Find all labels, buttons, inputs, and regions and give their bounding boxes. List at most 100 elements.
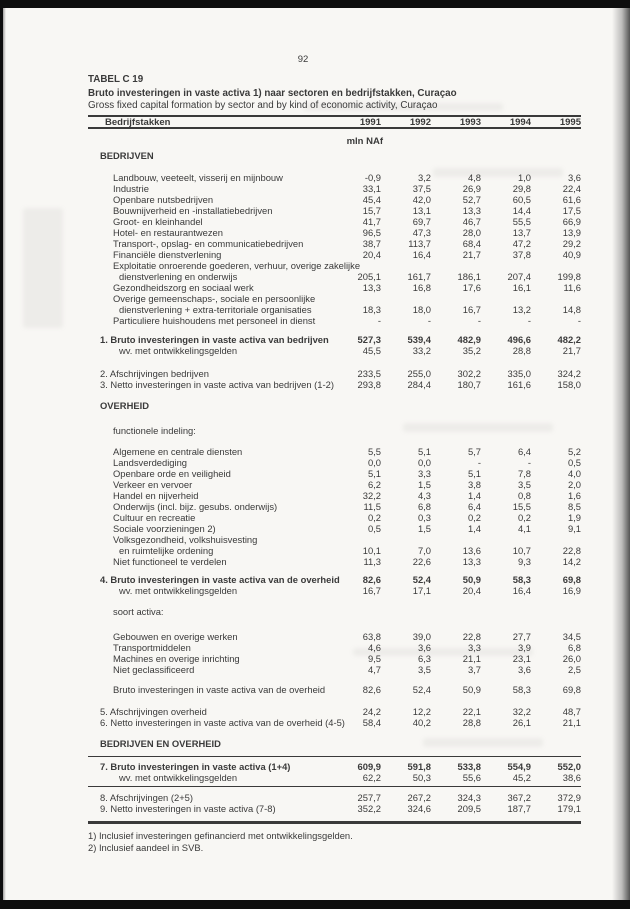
table-header-bottom-rule [88, 126, 581, 129]
cell-value: 6,2 [367, 479, 381, 490]
cell-value: 180,7 [457, 379, 481, 390]
cell-value: 32,2 [362, 490, 381, 501]
table-row: Industrie 33,1 37,5 26,9 29,8 22,4 [88, 183, 581, 194]
cell-value: 68,4 [462, 238, 481, 249]
cell-value: 0,3 [417, 512, 431, 523]
cell-value: 69,8 [562, 684, 581, 695]
cell-value: 482,2 [557, 334, 581, 345]
cell-value: 45,2 [512, 772, 531, 784]
cell-value: 15,7 [362, 205, 381, 216]
table-row: Niet functioneel te verdelen 11,3 22,6 13,3… [88, 556, 581, 567]
cell-value: 324,3 [457, 792, 481, 804]
cell-value: 52,4 [412, 684, 431, 695]
cell-label: Industrie [113, 183, 149, 194]
cell-value: 40,9 [562, 249, 581, 260]
cell-value: 28,8 [462, 717, 481, 728]
cell-value: 9,1 [567, 523, 581, 534]
cell-value: 69,7 [412, 216, 431, 227]
spacer [88, 695, 581, 706]
document-page: 92 TABEL C 19 Bruto investeringen in vas… [3, 8, 630, 900]
divider-rule [88, 821, 581, 824]
cell-value: 69,8 [562, 574, 581, 585]
cell-label: Gebouwen en overige werken [113, 631, 238, 642]
bleedthrough-smudge [433, 168, 563, 177]
cell-value: 302,2 [457, 368, 481, 379]
cell-value: 21,7 [462, 249, 481, 260]
cell-value: 26,9 [462, 183, 481, 194]
table-title-dutch: Bruto investeringen in vaste activa 1) n… [88, 88, 457, 99]
cell-value: 0,5 [567, 457, 581, 468]
cell-value: 179,1 [557, 803, 581, 815]
cell-value: 0,2 [367, 512, 381, 523]
spacer [88, 749, 581, 756]
spacer [88, 728, 581, 738]
cell-label: Niet geclassificeerd [113, 664, 195, 675]
cell-value: 158,0 [557, 379, 581, 390]
cell-label: Overige gemeenschaps-, sociale en persoo… [113, 293, 316, 304]
table-row: 7. Bruto investeringen in vaste activa (… [88, 761, 581, 772]
footnote: 2) Inclusief aandeel in SVB. [88, 842, 204, 853]
cell-value: 3,5 [417, 664, 431, 675]
cell-label: Openbare orde en veiligheid [113, 468, 231, 479]
cell-value: 1,9 [567, 512, 581, 523]
table-top-rule [88, 115, 581, 117]
table-row: Machines en overige inrichting 9,5 6,3 21,1… [88, 653, 581, 664]
table-title-english: Gross fixed capital formation by sector … [88, 100, 438, 111]
cell-value: 11,6 [563, 282, 581, 293]
cell-label: 3. Netto investeringen in vaste activa v… [100, 379, 334, 390]
cell-value: 38,7 [362, 238, 381, 249]
spacer [88, 596, 581, 606]
cell-value: 37,5 [412, 183, 431, 194]
cell-value: 3,7 [467, 664, 481, 675]
cell-value: 3,2 [417, 172, 431, 183]
cell-value: 3,8 [467, 479, 481, 490]
cell-value: - [527, 315, 531, 326]
column-header-year: 1992 [409, 117, 431, 128]
cell-value: 14,8 [562, 304, 581, 315]
cell-value: 3,9 [517, 642, 531, 653]
cell-value: 4,0 [567, 468, 581, 479]
cell-value: 18,3 [362, 304, 381, 315]
cell-value: 209,5 [457, 803, 481, 815]
cell-value: 113,7 [408, 238, 431, 249]
spacer [88, 567, 581, 574]
cell-value: 12,2 [412, 706, 431, 717]
cell-value: 66,9 [562, 216, 581, 227]
column-header-year: 1994 [509, 117, 531, 128]
table-row: Sociale voorzieningen 2) 0,5 1,5 1,4 4,1 9,1 [88, 523, 581, 534]
cell-value: 22,6 [412, 556, 431, 567]
cell-label: soort activa: [113, 606, 164, 617]
cell-label: dienstverlening en onderwijs [119, 271, 238, 282]
cell-value: 8,5 [567, 501, 581, 512]
cell-value: 13,3 [462, 205, 481, 216]
cell-value: 293,8 [357, 379, 381, 390]
cell-value: 10,1 [362, 545, 381, 556]
cell-value: 33,2 [412, 345, 431, 356]
cell-value: 21,1 [562, 717, 581, 728]
cell-value: 161,6 [507, 379, 531, 390]
cell-label: Onderwijs (incl. bijz. gesubs. onderwijs… [113, 501, 278, 512]
cell-value: 16,7 [462, 304, 481, 315]
cell-value: 40,2 [412, 717, 431, 728]
cell-value: 55,6 [462, 772, 481, 784]
cell-value: 372,9 [557, 792, 581, 804]
cell-label: Landbouw, veeteelt, visserij en mijnbouw [113, 172, 283, 183]
page-number: 92 [297, 54, 309, 65]
cell-label: wv. met ontwikkelingsgelden [119, 772, 238, 784]
cell-value: 39,0 [412, 631, 431, 642]
cell-label: 9. Netto investeringen in vaste activa (… [100, 803, 276, 815]
cell-value: 591,8 [407, 761, 431, 773]
cell-value: 335,0 [507, 368, 531, 379]
cell-value: 5,2 [567, 446, 581, 457]
cell-value: 62,2 [362, 772, 381, 784]
table-row: Overige gemeenschaps-, sociale en persoo… [88, 293, 581, 304]
cell-value: 3,6 [517, 664, 531, 675]
cell-label: 4. Bruto investeringen in vaste activa v… [100, 574, 340, 585]
cell-value: 16,4 [412, 249, 431, 260]
cell-value: 28,0 [462, 227, 481, 238]
spacer [88, 617, 581, 631]
cell-value: - [427, 315, 431, 326]
cell-value: 5,1 [417, 446, 431, 457]
cell-value: 14,4 [512, 205, 531, 216]
table-row: Landbouw, veeteelt, visserij en mijnbouw… [88, 172, 581, 183]
